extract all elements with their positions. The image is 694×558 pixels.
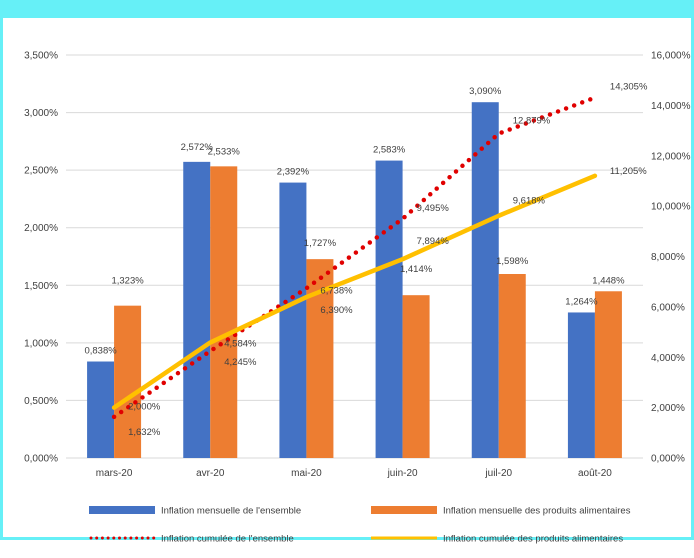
right-axis-tick-label: 8,000% xyxy=(651,252,685,263)
right-axis-tick-label: 10,000% xyxy=(651,202,691,213)
x-axis-tick-label: juil-20 xyxy=(484,468,512,479)
legend-label: Inflation cumulée des produits alimentai… xyxy=(443,534,623,545)
data-label: 1,264% xyxy=(565,296,598,307)
bar-ensemble xyxy=(471,102,499,459)
legend-label: Inflation cumulée de l'ensemble xyxy=(161,534,294,545)
left-axis-tick-label: 2,500% xyxy=(24,166,58,177)
data-label: 6,390% xyxy=(320,305,353,316)
right-axis-tick-label: 2,000% xyxy=(651,403,685,414)
data-label: 1,323% xyxy=(111,276,144,287)
left-axis-tick-label: 3,500% xyxy=(24,51,58,62)
right-axis-tick-label: 16,000% xyxy=(651,51,691,62)
right-axis-tick-label: 12,000% xyxy=(651,151,691,162)
left-axis-tick-label: 1,500% xyxy=(24,281,58,292)
line-inflation-cumulee-ensemble xyxy=(111,95,598,420)
right-axis-tick-label: 14,000% xyxy=(651,101,691,112)
left-axis-tick-label: 0,000% xyxy=(24,454,58,465)
x-axis-tick-label: juin-20 xyxy=(387,468,418,479)
data-label: 1,727% xyxy=(304,238,337,249)
data-label: 7,894% xyxy=(417,236,450,247)
bar-alimentaires xyxy=(498,274,526,458)
bar-ensemble xyxy=(567,312,595,458)
data-label: 1,448% xyxy=(592,275,625,286)
chart-frame: 0,000% 0,500% 1,000% 1,500% 2,000% 2,500% 3,00… xyxy=(0,0,694,545)
right-axis-tick-label: 4,000% xyxy=(651,353,685,364)
right-axis-tick-label: 0,000% xyxy=(651,454,685,465)
data-label: 9,495% xyxy=(417,203,450,214)
left-axis-tick-label: 1,000% xyxy=(24,338,58,349)
data-label: 12,879% xyxy=(513,116,551,127)
line-inflation-cumulee-alimentaires xyxy=(111,173,598,410)
data-label: 2,583% xyxy=(373,145,406,156)
bar-ensemble xyxy=(183,161,211,458)
left-axis-tick-label: 3,000% xyxy=(24,108,58,119)
bar-ensemble xyxy=(375,160,403,458)
legend-swatch xyxy=(371,506,437,514)
data-label: 6,738% xyxy=(320,285,353,296)
data-label: 2,533% xyxy=(208,146,241,157)
x-axis-tick-label: mars-20 xyxy=(96,468,133,479)
bar-alimentaires xyxy=(594,291,622,458)
data-label: 1,414% xyxy=(400,264,433,275)
data-label: 2,392% xyxy=(277,167,310,178)
data-label: 14,305% xyxy=(610,82,648,93)
bar-alimentaires xyxy=(402,295,430,458)
data-label: 0,838% xyxy=(84,346,117,357)
x-axis-tick-label: mai-20 xyxy=(291,468,322,479)
x-axis-tick-label: août-20 xyxy=(578,468,612,479)
data-label: 1,632% xyxy=(128,427,161,438)
bar-alimentaires xyxy=(210,166,238,458)
right-axis-tick-label: 6,000% xyxy=(651,302,685,313)
data-label: 3,090% xyxy=(469,86,502,97)
data-label: 1,598% xyxy=(496,256,529,267)
data-label: 11,205% xyxy=(610,166,647,177)
legend-label: Inflation mensuelle de l'ensemble xyxy=(161,506,301,517)
data-label: 2,572% xyxy=(181,142,214,153)
left-axis-tick-label: 2,000% xyxy=(24,223,58,234)
chart: 0,000% 0,500% 1,000% 1,500% 2,000% 2,500% 3,00… xyxy=(24,51,691,545)
data-label: 9,618% xyxy=(513,196,546,207)
bar-ensemble xyxy=(87,361,115,458)
x-axis-tick-label: avr-20 xyxy=(196,468,225,479)
legend-swatch xyxy=(89,506,155,514)
data-label: 4,245% xyxy=(224,357,257,368)
data-label: 2,000% xyxy=(128,402,161,413)
left-axis-tick-label: 0,500% xyxy=(24,396,58,407)
legend-label: Inflation mensuelle des produits aliment… xyxy=(443,506,631,517)
bar-ensemble xyxy=(279,182,307,458)
bar-alimentaires xyxy=(114,305,142,458)
data-label: 4,584% xyxy=(224,339,257,350)
